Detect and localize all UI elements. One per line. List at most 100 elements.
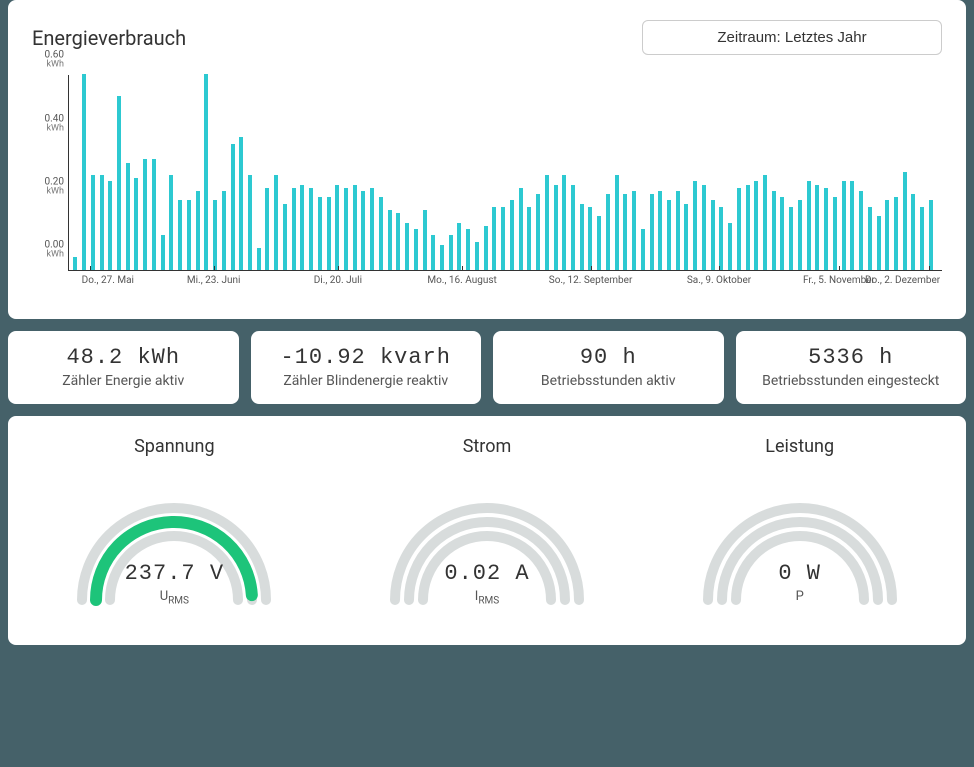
stat-card-op-hours-active: 90 h Betriebsstunden aktiv <box>493 331 724 404</box>
gauge-sublabel: URMS <box>54 589 294 607</box>
chart-bar <box>780 197 784 270</box>
chart-bar <box>265 188 269 270</box>
gauge-wrap: 0 W P <box>680 475 920 615</box>
chart-bar <box>309 188 313 270</box>
x-tick: Di., 20. Juli <box>314 275 362 286</box>
chart-bar <box>196 191 200 270</box>
chart-bar <box>222 191 226 270</box>
gauges-card: Spannung 237.7 V URMS Strom 0.02 A IRMS … <box>8 416 966 645</box>
gauge-title: Leistung <box>643 436 956 457</box>
chart-bar <box>554 185 558 270</box>
chart-bar <box>711 200 715 270</box>
x-tick: Mi., 23. Juni <box>187 275 241 286</box>
chart-bar <box>457 223 461 270</box>
gauge-wrap: 237.7 V URMS <box>54 475 294 615</box>
y-tick: 0.20kWh <box>45 176 65 197</box>
chart-bar <box>300 185 304 270</box>
stats-row: 48.2 kWh Zähler Energie aktiv -10.92 kva… <box>8 331 966 404</box>
chart-bar <box>641 229 645 270</box>
x-tick: Mo., 16. August <box>427 275 496 286</box>
period-selector[interactable]: Zeitraum: Letztes Jahr <box>642 20 942 55</box>
chart-bar <box>213 200 217 270</box>
stat-value: 90 h <box>503 345 714 370</box>
chart-area: 0.00kWh0.20kWh0.40kWh0.60kWh Do., 27. Ma… <box>68 75 942 295</box>
chart-bar <box>187 200 191 270</box>
chart-bar <box>684 204 688 270</box>
x-tick: Do., 2. Dezember <box>865 275 940 286</box>
chart-bar <box>169 175 173 270</box>
y-axis: 0.00kWh0.20kWh0.40kWh0.60kWh <box>32 75 68 271</box>
stat-value: -10.92 kvarh <box>261 345 472 370</box>
chart-bar <box>842 181 846 270</box>
chart-bar <box>807 181 811 270</box>
stat-value: 48.2 kWh <box>18 345 229 370</box>
chart-bar <box>580 204 584 270</box>
chart-bar <box>728 223 732 270</box>
gauge-sublabel: P <box>680 589 920 607</box>
chart-bar <box>117 96 121 270</box>
chart-bar <box>789 207 793 270</box>
chart-bar <box>658 191 662 270</box>
chart-bar <box>82 74 86 270</box>
chart-bar <box>361 191 365 270</box>
chart-bar <box>143 159 147 270</box>
gauge-title: Spannung <box>18 436 331 457</box>
chart-bar <box>501 207 505 270</box>
chart-bar <box>737 188 741 270</box>
gauge-value: 237.7 V <box>54 561 294 586</box>
chart-bar <box>475 242 479 270</box>
chart-bar <box>632 191 636 270</box>
stat-value: 5336 h <box>746 345 957 370</box>
chart-bar <box>920 207 924 270</box>
chart-bar <box>719 207 723 270</box>
chart-bar <box>126 163 130 270</box>
chart-bar <box>606 194 610 270</box>
gauge-sublabel: IRMS <box>367 589 607 607</box>
chart-bar <box>379 197 383 270</box>
chart-bar <box>702 185 706 270</box>
chart-bar <box>615 175 619 270</box>
chart-bar <box>623 194 627 270</box>
chart-bar <box>484 226 488 270</box>
chart-bar <box>152 159 156 270</box>
gauge-voltage: Spannung 237.7 V URMS <box>18 436 331 615</box>
gauge-title: Strom <box>331 436 644 457</box>
stat-card-reactive-energy: -10.92 kvarh Zähler Blindenergie reaktiv <box>251 331 482 404</box>
chart-bar <box>274 175 278 270</box>
chart-bar <box>859 191 863 270</box>
chart-bar <box>405 223 409 270</box>
chart-bar <box>746 185 750 270</box>
energy-chart-card: Energieverbrauch Zeitraum: Letztes Jahr … <box>8 0 966 319</box>
chart-bar <box>772 191 776 270</box>
gauge-current: Strom 0.02 A IRMS <box>331 436 644 615</box>
chart-bar <box>318 197 322 270</box>
chart-bar <box>292 188 296 270</box>
chart-bar <box>423 210 427 270</box>
stat-label: Zähler Energie aktiv <box>18 372 229 390</box>
chart-bar <box>833 197 837 270</box>
chart-bar <box>545 175 549 270</box>
chart-bar <box>466 229 470 270</box>
chart-bar <box>414 229 418 270</box>
chart-bar <box>335 185 339 270</box>
stat-label: Betriebsstunden aktiv <box>503 372 714 390</box>
gauge-power: Leistung 0 W P <box>643 436 956 615</box>
chart-bar <box>527 207 531 270</box>
stat-card-op-hours-plugged: 5336 h Betriebsstunden eingesteckt <box>736 331 967 404</box>
chart-bar <box>327 197 331 270</box>
chart-header: Energieverbrauch Zeitraum: Letztes Jahr <box>32 20 942 55</box>
gauge-value: 0.02 A <box>367 561 607 586</box>
chart-bar <box>510 200 514 270</box>
x-tick: Do., 27. Mai <box>82 275 134 286</box>
gauge-wrap: 0.02 A IRMS <box>367 475 607 615</box>
chart-bar <box>754 181 758 270</box>
chart-bar <box>763 175 767 270</box>
chart-bar <box>571 185 575 270</box>
chart-bar <box>597 216 601 270</box>
chart-title: Energieverbrauch <box>32 26 186 50</box>
x-axis: Do., 27. Mai Mi., 23. Juni Di., 20. Juli Mo… <box>68 271 942 295</box>
stat-card-energy-active: 48.2 kWh Zähler Energie aktiv <box>8 331 239 404</box>
stat-label: Zähler Blindenergie reaktiv <box>261 372 472 390</box>
chart-bar <box>257 248 261 270</box>
chart-bar <box>693 181 697 270</box>
